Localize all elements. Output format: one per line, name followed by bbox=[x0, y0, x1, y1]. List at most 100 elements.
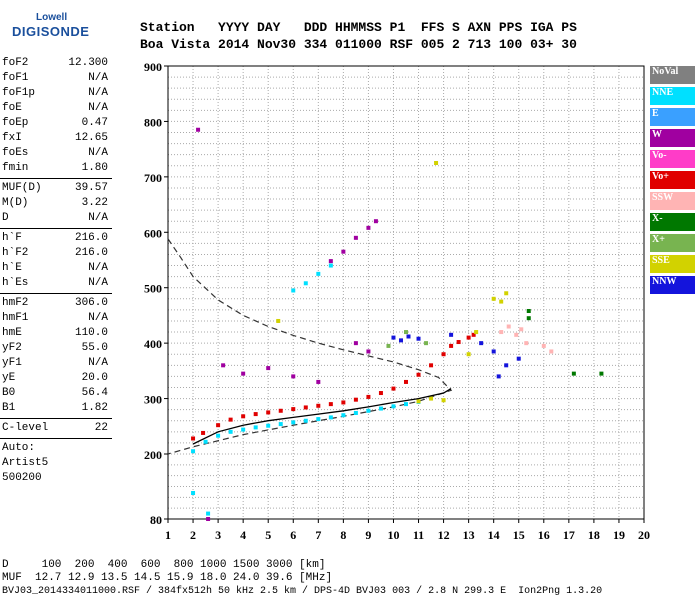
data-point bbox=[524, 341, 529, 346]
y-tick-label: 200 bbox=[144, 448, 162, 462]
data-point bbox=[366, 394, 371, 399]
data-point bbox=[266, 366, 271, 371]
parameter-row: foF2 12.300 bbox=[0, 56, 112, 71]
data-point bbox=[378, 391, 383, 396]
data-point bbox=[341, 400, 346, 405]
x-tick-label: 12 bbox=[438, 528, 450, 542]
data-point bbox=[441, 398, 446, 403]
data-point bbox=[328, 402, 333, 407]
data-point bbox=[366, 408, 371, 413]
x-tick-label: 8 bbox=[340, 528, 346, 542]
y-tick-label: 500 bbox=[144, 282, 162, 296]
x-tick-label: 13 bbox=[463, 528, 475, 542]
x-tick-label: 14 bbox=[488, 528, 500, 542]
data-point bbox=[526, 308, 531, 313]
data-point bbox=[328, 259, 333, 264]
data-point bbox=[253, 412, 258, 417]
data-point bbox=[316, 403, 321, 408]
data-point bbox=[203, 439, 208, 444]
data-point bbox=[216, 433, 221, 438]
data-point bbox=[266, 423, 271, 428]
parameter-row: yE 20.0 bbox=[0, 371, 112, 386]
data-point bbox=[526, 316, 531, 321]
parameter-name: foEp bbox=[2, 117, 29, 129]
legend-item: X+ bbox=[650, 234, 695, 252]
parameter-value: 12.65 bbox=[74, 132, 108, 144]
data-point bbox=[404, 379, 408, 384]
data-point bbox=[504, 291, 509, 296]
legend-item: W bbox=[650, 129, 695, 147]
parameter-separator bbox=[0, 418, 112, 419]
parameter-name: yF1 bbox=[2, 357, 22, 369]
parameter-separator bbox=[0, 178, 112, 179]
data-point bbox=[599, 371, 604, 376]
parameter-row: fxI 12.65 bbox=[0, 131, 112, 146]
parameter-row: fmin 1.80 bbox=[0, 161, 112, 176]
data-point bbox=[449, 332, 454, 337]
data-point bbox=[191, 436, 196, 441]
polarization-legend: NoVal NNE E W Vo- Vo+ SSW X- X+ SSE NNW bbox=[650, 66, 695, 297]
data-point bbox=[328, 263, 333, 268]
data-point bbox=[291, 407, 296, 412]
y-tick-label: 700 bbox=[144, 171, 162, 185]
parameter-value: 22 bbox=[94, 422, 108, 434]
parameter-row: hmE 110.0 bbox=[0, 326, 112, 341]
data-point bbox=[449, 343, 454, 348]
parameter-value: N/A bbox=[88, 357, 108, 369]
parameter-value: 110.0 bbox=[74, 327, 108, 339]
data-point bbox=[499, 330, 504, 335]
data-point bbox=[491, 349, 496, 354]
parameter-name: M(D) bbox=[2, 197, 29, 209]
parameter-row: MUF(D) 39.57 bbox=[0, 181, 112, 196]
x-tick-label: 2 bbox=[190, 528, 196, 542]
legend-item: Vo- bbox=[650, 150, 695, 168]
footer-muf-row: MUF 12.7 12.9 13.5 14.5 15.9 18.0 24.0 3… bbox=[2, 572, 333, 584]
data-point bbox=[316, 271, 321, 276]
data-point bbox=[391, 404, 396, 409]
autoscaling-info: Auto: bbox=[2, 442, 36, 454]
data-point bbox=[303, 418, 308, 423]
x-tick-label: 3 bbox=[215, 528, 221, 542]
header-field-names: Station YYYY DAY DDD HHMMSS P1 FFS S AXN… bbox=[140, 20, 577, 35]
parameter-row: yF1 N/A bbox=[0, 356, 112, 371]
data-point bbox=[341, 413, 346, 418]
parameter-row: foE N/A bbox=[0, 101, 112, 116]
data-point bbox=[221, 363, 226, 368]
data-point bbox=[328, 415, 333, 420]
legend-item: NNE bbox=[650, 87, 695, 105]
data-point bbox=[549, 349, 554, 354]
data-point bbox=[353, 235, 358, 240]
parameter-name: B0 bbox=[2, 387, 16, 399]
parameter-name: B1 bbox=[2, 402, 16, 414]
data-point bbox=[491, 296, 496, 301]
x-tick-label: 15 bbox=[513, 528, 525, 542]
data-point bbox=[196, 127, 201, 132]
parameter-row: h`F 216.0 bbox=[0, 231, 112, 246]
data-point bbox=[456, 340, 461, 345]
legend-item: NNW bbox=[650, 276, 695, 294]
parameter-name: fxI bbox=[2, 132, 22, 144]
x-tick-label: 1 bbox=[165, 528, 171, 542]
x-tick-label: 5 bbox=[265, 528, 271, 542]
parameter-separator bbox=[0, 438, 112, 439]
parameter-row: B1 1.82 bbox=[0, 401, 112, 416]
data-point bbox=[386, 343, 391, 348]
data-point bbox=[278, 408, 283, 413]
x-tick-label: 7 bbox=[315, 528, 321, 542]
legend-item: X- bbox=[650, 213, 695, 231]
parameter-name: fmin bbox=[2, 162, 29, 174]
data-point bbox=[316, 379, 321, 384]
parameter-row: foF1p N/A bbox=[0, 86, 112, 101]
parameter-value: 216.0 bbox=[74, 232, 108, 244]
parameter-value: N/A bbox=[88, 277, 108, 289]
parameter-name: h`E bbox=[2, 262, 22, 274]
data-point bbox=[519, 327, 524, 332]
parameter-name: foEs bbox=[2, 147, 29, 159]
x-tick-label: 17 bbox=[563, 528, 575, 542]
legend-item: SSE bbox=[650, 255, 695, 273]
y-tick-label: 300 bbox=[144, 393, 162, 407]
data-point bbox=[316, 417, 321, 422]
x-tick-label: 16 bbox=[538, 528, 550, 542]
x-tick-label: 4 bbox=[240, 528, 246, 542]
